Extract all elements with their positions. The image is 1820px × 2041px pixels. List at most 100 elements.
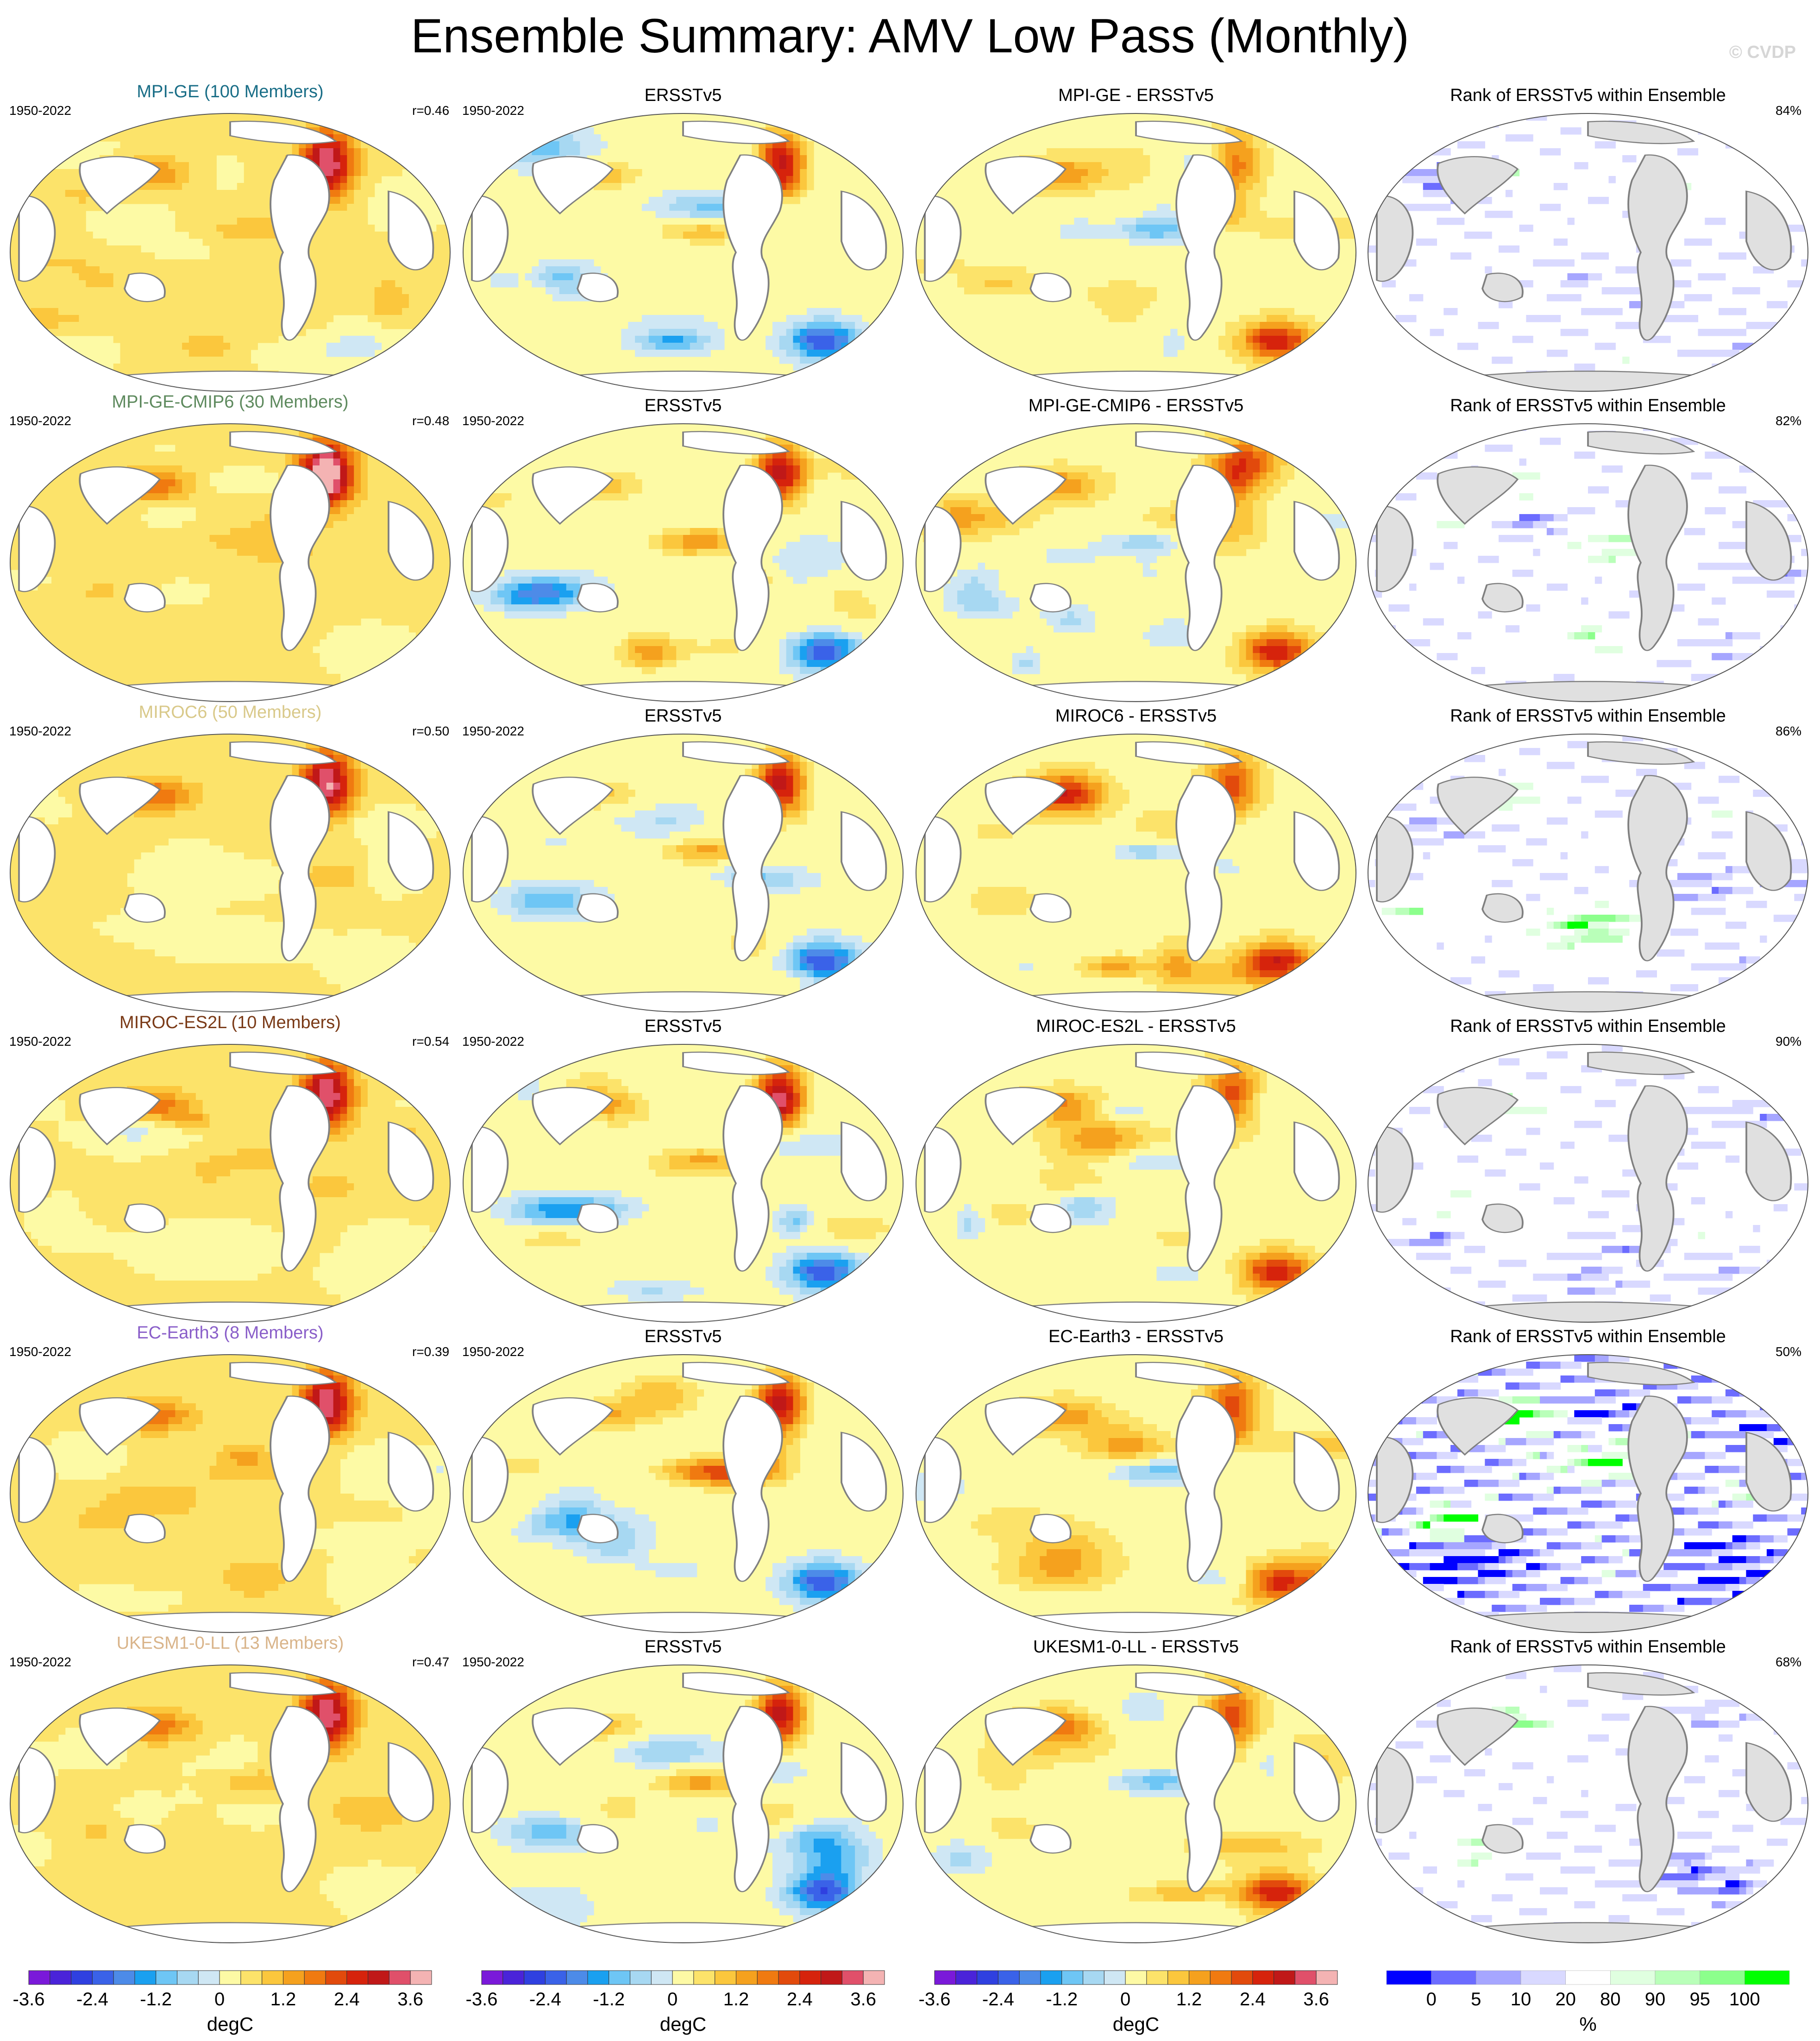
pattern-corr-1: r=0.46 xyxy=(412,103,449,118)
rank-pct-4: 90% xyxy=(1776,1034,1801,1049)
obs-years-1: 1950-2022 xyxy=(462,103,524,118)
colorbar-tick-label: 1.2 xyxy=(1176,1989,1202,2010)
obs-map-2 xyxy=(463,423,904,702)
pattern-corr-3: r=0.50 xyxy=(412,724,449,739)
colorbar-4: 0 5 10 20 80 90 95 100% xyxy=(1386,1970,1790,2035)
model-map-5 xyxy=(10,1354,451,1633)
obs-panel-title-1: ERSSTv5 xyxy=(463,86,903,106)
model-panel-title-1: MPI-GE (100 Members) xyxy=(10,82,450,102)
model-panel-title-5: EC-Earth3 (8 Members) xyxy=(10,1323,450,1343)
obs-panel-title-4: ERSSTv5 xyxy=(463,1017,903,1036)
colorbar-tick-label: 80 xyxy=(1600,1989,1621,2010)
diff-map-6 xyxy=(916,1664,1356,1943)
model-panel-title-6: UKESM1-0-LL (13 Members) xyxy=(10,1633,450,1653)
colorbar-tick-label: -2.4 xyxy=(982,1989,1014,2010)
rank-map-3 xyxy=(1368,734,1808,1012)
obs-years-4: 1950-2022 xyxy=(462,1034,524,1049)
colorbar-tick-label: 0 xyxy=(1120,1989,1130,2010)
rank-panel-title-3: Rank of ERSSTv5 within Ensemble xyxy=(1368,706,1808,726)
colorbar-tick-label: 2.4 xyxy=(1240,1989,1266,2010)
figure-title: Ensemble Summary: AMV Low Pass (Monthly) xyxy=(0,8,1820,64)
colorbar-tick-label: -1.2 xyxy=(1046,1989,1078,2010)
rank-map-6 xyxy=(1368,1664,1808,1943)
diff-map-3 xyxy=(916,734,1356,1012)
colorbar-tick-label: 100 xyxy=(1729,1989,1760,2010)
colorbar-tick-label: 95 xyxy=(1689,1989,1710,2010)
obs-map-4 xyxy=(463,1044,904,1323)
rank-panel-title-1: Rank of ERSSTv5 within Ensemble xyxy=(1368,86,1808,106)
rank-map-2 xyxy=(1368,423,1808,702)
model-years-2: 1950-2022 xyxy=(9,414,71,428)
colorbar-tick-label: 2.4 xyxy=(787,1989,813,2010)
diff-map-1 xyxy=(916,113,1356,392)
colorbar-tick-label: 20 xyxy=(1555,1989,1576,2010)
rank-pct-2: 82% xyxy=(1776,414,1801,428)
colorbar-unit-label: degC xyxy=(660,2013,706,2035)
rank-map-1 xyxy=(1368,113,1808,392)
model-panel-title-3: MIROC6 (50 Members) xyxy=(10,703,450,722)
colorbar-tick-label: 90 xyxy=(1645,1989,1666,2010)
diff-panel-title-3: MIROC6 - ERSSTv5 xyxy=(916,706,1356,726)
obs-years-2: 1950-2022 xyxy=(462,414,524,428)
colorbar-tick-label: -3.6 xyxy=(466,1989,498,2010)
model-panel-title-2: MPI-GE-CMIP6 (30 Members) xyxy=(10,392,450,412)
pattern-corr-6: r=0.47 xyxy=(412,1655,449,1670)
rank-map-5 xyxy=(1368,1354,1808,1633)
model-map-6 xyxy=(10,1664,451,1943)
obs-map-1 xyxy=(463,113,904,392)
model-map-4 xyxy=(10,1044,451,1323)
diff-map-5 xyxy=(916,1354,1356,1633)
model-years-6: 1950-2022 xyxy=(9,1655,71,1670)
colorbar-tick-label: -3.6 xyxy=(13,1989,45,2010)
obs-years-3: 1950-2022 xyxy=(462,724,524,739)
model-map-1 xyxy=(10,113,451,392)
colorbar-tick-label: -1.2 xyxy=(140,1989,172,2010)
obs-years-5: 1950-2022 xyxy=(462,1344,524,1359)
rank-pct-3: 86% xyxy=(1776,724,1801,739)
rank-panel-title-6: Rank of ERSSTv5 within Ensemble xyxy=(1368,1637,1808,1657)
colorbar-tick-label: 5 xyxy=(1471,1989,1481,2010)
colorbar-tick-label: -2.4 xyxy=(529,1989,561,2010)
rank-panel-title-5: Rank of ERSSTv5 within Ensemble xyxy=(1368,1327,1808,1347)
diff-panel-title-5: EC-Earth3 - ERSSTv5 xyxy=(916,1327,1356,1347)
colorbar-3: -3.6 -2.4 -1.2 0 1.2 2.4 3.6 degC xyxy=(919,1970,1338,2035)
diff-map-4 xyxy=(916,1044,1356,1323)
pattern-corr-5: r=0.39 xyxy=(412,1344,449,1359)
model-years-1: 1950-2022 xyxy=(9,103,71,118)
obs-map-3 xyxy=(463,734,904,1012)
rank-pct-1: 84% xyxy=(1776,103,1801,118)
model-years-5: 1950-2022 xyxy=(9,1344,71,1359)
colorbar-tick-label: -2.4 xyxy=(76,1989,108,2010)
obs-panel-title-3: ERSSTv5 xyxy=(463,706,903,726)
obs-panel-title-6: ERSSTv5 xyxy=(463,1637,903,1657)
colorbar-tick-label: 0 xyxy=(1426,1989,1437,2010)
colorbar-tick-label: 3.6 xyxy=(1303,1989,1329,2010)
copyright-watermark: © CVDP xyxy=(1729,43,1796,63)
obs-panel-title-2: ERSSTv5 xyxy=(463,396,903,416)
obs-panel-title-5: ERSSTv5 xyxy=(463,1327,903,1347)
colorbar-tick-label: 0 xyxy=(214,1989,225,2010)
diff-panel-title-1: MPI-GE - ERSSTv5 xyxy=(916,86,1356,106)
obs-map-6 xyxy=(463,1664,904,1943)
colorbar-tick-label: 1.2 xyxy=(723,1989,749,2010)
diff-panel-title-2: MPI-GE-CMIP6 - ERSSTv5 xyxy=(916,396,1356,416)
colorbar-unit-label: % xyxy=(1579,2013,1596,2035)
colorbar-tick-label: 3.6 xyxy=(850,1989,876,2010)
colorbar-tick-label: 1.2 xyxy=(270,1989,296,2010)
diff-panel-title-6: UKESM1-0-LL - ERSSTv5 xyxy=(916,1637,1356,1657)
model-panel-title-4: MIROC-ES2L (10 Members) xyxy=(10,1013,450,1033)
colorbar-tick-label: 3.6 xyxy=(397,1989,423,2010)
pattern-corr-4: r=0.54 xyxy=(412,1034,449,1049)
colorbar-1: -3.6 -2.4 -1.2 0 1.2 2.4 3.6 degC xyxy=(13,1970,432,2035)
model-years-3: 1950-2022 xyxy=(9,724,71,739)
rank-pct-5: 50% xyxy=(1776,1344,1801,1359)
model-years-4: 1950-2022 xyxy=(9,1034,71,1049)
obs-years-6: 1950-2022 xyxy=(462,1655,524,1670)
colorbar-unit-label: degC xyxy=(1113,2013,1159,2035)
colorbar-tick-label: -1.2 xyxy=(593,1989,625,2010)
rank-pct-6: 68% xyxy=(1776,1655,1801,1670)
colorbar-tick-label: 0 xyxy=(667,1989,678,2010)
diff-panel-title-4: MIROC-ES2L - ERSSTv5 xyxy=(916,1017,1356,1036)
colorbar-tick-label: -3.6 xyxy=(919,1989,951,2010)
